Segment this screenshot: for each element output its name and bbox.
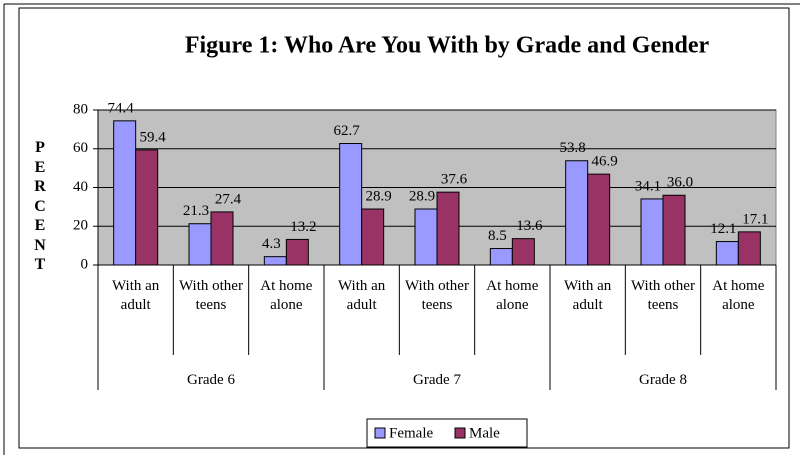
y-tick-label: 20 [73,218,88,234]
y-tick-label: 0 [81,256,89,272]
data-label: 13.2 [290,219,316,235]
data-label: 12.1 [710,221,736,237]
bar [339,143,363,266]
bar [188,223,212,266]
bar [414,208,438,266]
y-tick-label: 80 [73,101,88,117]
legend-label: Male [469,425,500,441]
legend-swatch [374,427,386,439]
bar [361,208,385,266]
chart-title: Figure 1: Who Are You With by Grade and … [185,33,710,59]
y-tick-label: 40 [73,179,88,195]
y-axis-label: PERCENT [34,139,46,273]
legend-box [366,418,528,448]
data-label: 28.9 [409,188,435,204]
bar [565,160,589,266]
legend-swatch [454,427,466,439]
bar [715,241,739,266]
bar [489,248,513,266]
group-label: Grade 7 [413,372,461,388]
data-label: 46.9 [592,154,618,170]
x-tick-label: With other teens [631,278,695,313]
x-tick-label: At home alone [260,278,313,313]
bar [587,173,611,266]
x-tick-label: With an adult [112,278,160,313]
bar [662,194,686,266]
bar [135,149,159,266]
bar [210,211,234,266]
data-label: 17.1 [742,211,768,227]
data-label: 53.8 [560,140,586,156]
x-tick-label: With an adult [564,278,612,313]
x-tick-label: With other teens [179,278,243,313]
data-label: 21.3 [183,203,209,219]
x-tick-label: With an adult [338,278,386,313]
x-tick-label: At home alone [486,278,539,313]
chart-border [18,7,790,449]
bar [113,120,137,266]
data-label: 62.7 [334,123,361,139]
data-label: 37.6 [441,172,468,188]
y-tick-label: 60 [73,140,88,156]
data-label: 13.6 [516,218,543,234]
data-label: 4.3 [262,236,281,252]
data-label: 27.4 [215,191,242,207]
x-tick-label: With other teens [405,278,469,313]
x-tick-label: At home alone [712,278,765,313]
bar [285,238,309,266]
bar [263,256,287,266]
bar [511,238,535,266]
legend-label: Female [389,425,433,441]
data-label: 28.9 [366,188,392,204]
data-label: 59.4 [140,129,167,145]
bar [436,191,460,266]
data-label: 34.1 [635,178,661,194]
bar [737,231,761,266]
group-label: Grade 8 [639,372,687,388]
group-label: Grade 6 [187,372,235,388]
data-label: 8.5 [488,228,507,244]
data-label: 74.4 [108,100,135,116]
bar [640,198,664,266]
data-label: 36.0 [667,175,693,191]
